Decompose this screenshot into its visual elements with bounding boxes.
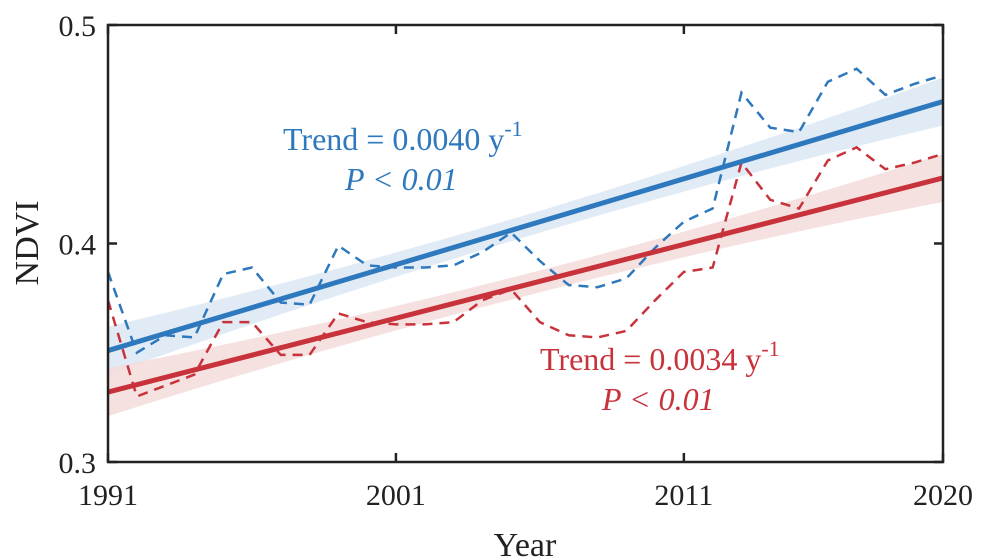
x-tick-label: 2011 [654,479,713,512]
red-ndvi-series [106,145,944,399]
red-p-value: P < 0.01 [601,381,715,417]
x-tick-label: 2001 [366,479,426,512]
blue-trend-annotation: Trend = 0.0040 y-1 [283,116,523,157]
x-axis-label: Year [494,527,557,560]
y-tick-label: 0.5 [59,10,97,43]
y-axis-label: NDVI [9,201,46,286]
blue-trend-line [107,99,944,353]
blue-p-value: P < 0.01 [344,161,458,197]
x-tick-label: 1991 [78,479,138,512]
red-trend-annotation: Trend = 0.0034 y-1 [540,336,780,377]
y-tick-label: 0.3 [59,447,97,480]
blue-ndvi-series [106,67,944,355]
red-trend-line [107,175,944,395]
plot-frame [106,23,945,464]
x-tick-label: 2020 [913,479,973,512]
y-tick-label: 0.4 [59,229,97,262]
